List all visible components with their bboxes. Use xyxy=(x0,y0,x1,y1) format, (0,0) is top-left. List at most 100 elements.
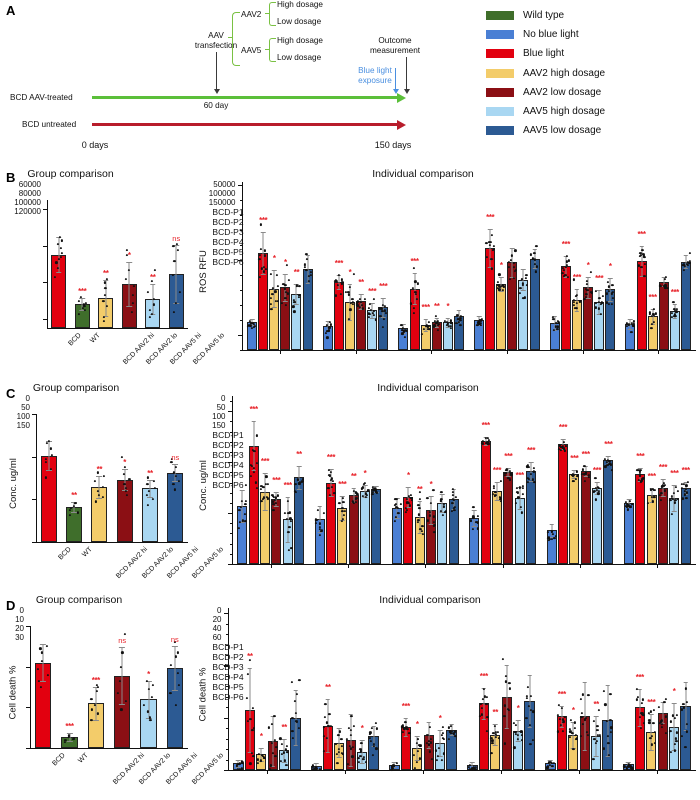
data-point xyxy=(675,307,678,311)
data-point xyxy=(327,486,330,489)
error-cap-bottom xyxy=(605,755,610,757)
data-point xyxy=(252,321,255,324)
data-point xyxy=(124,490,127,493)
data-point xyxy=(347,727,350,730)
chart-title: Individual comparison xyxy=(377,382,479,394)
y-tick xyxy=(43,318,47,320)
data-point xyxy=(671,315,674,318)
y-minor-tick xyxy=(229,523,232,525)
data-point xyxy=(373,745,376,748)
data-point xyxy=(123,466,126,469)
data-point xyxy=(271,752,274,755)
data-point xyxy=(649,737,652,740)
data-point xyxy=(279,760,283,763)
error-cap-bottom xyxy=(572,478,577,480)
data-point xyxy=(526,465,529,468)
error-cap-bottom xyxy=(40,680,47,682)
data-point xyxy=(675,714,678,717)
data-point xyxy=(340,738,343,741)
aav2-brace xyxy=(269,2,276,26)
data-point xyxy=(497,284,500,287)
error-bar xyxy=(549,760,551,767)
data-point xyxy=(53,276,56,279)
error-cap-bottom xyxy=(336,288,342,290)
data-point xyxy=(642,713,645,717)
data-point xyxy=(336,762,339,765)
data-point xyxy=(176,671,180,674)
data-point xyxy=(440,491,443,494)
data-point xyxy=(522,485,525,488)
data-point xyxy=(432,515,435,518)
significance-marker: * xyxy=(406,470,410,480)
data-point xyxy=(652,722,655,725)
data-point xyxy=(453,499,456,502)
data-point xyxy=(340,282,344,285)
data-point xyxy=(328,325,331,328)
error-cap-top xyxy=(71,501,77,503)
data-point xyxy=(629,504,632,508)
data-point xyxy=(337,748,340,751)
outcome-arrow-head xyxy=(403,89,410,94)
x-group-label: BCD-P1 xyxy=(212,207,244,217)
error-cap-top xyxy=(515,720,521,722)
data-point xyxy=(557,714,560,717)
legend-item-4: AAV2 low dosage xyxy=(486,83,605,102)
data-point xyxy=(597,307,600,310)
data-point xyxy=(148,688,151,691)
data-point xyxy=(501,658,504,661)
data-point xyxy=(631,324,634,327)
data-point xyxy=(332,480,335,483)
data-point xyxy=(569,718,572,722)
data-point xyxy=(593,737,596,740)
data-point xyxy=(44,457,48,460)
data-point xyxy=(639,469,643,472)
error-cap-top xyxy=(260,231,266,233)
error-bar xyxy=(414,272,416,305)
data-point xyxy=(56,266,59,270)
significance-marker: *** xyxy=(595,274,604,283)
bar xyxy=(580,471,591,564)
data-point xyxy=(589,271,593,274)
x-group-tick xyxy=(431,350,433,354)
data-point xyxy=(475,521,478,524)
legend-label: AAV2 low dosage xyxy=(523,86,602,98)
data-point xyxy=(473,768,476,771)
data-point xyxy=(412,753,415,757)
significance-marker: * xyxy=(571,705,575,715)
data-point xyxy=(447,325,450,328)
data-point xyxy=(304,268,308,272)
data-point xyxy=(558,444,562,447)
legend-label: Wild type xyxy=(523,10,565,22)
data-point xyxy=(369,308,373,311)
significance-marker: *** xyxy=(368,286,377,296)
error-cap-top xyxy=(102,279,109,281)
data-point xyxy=(498,495,501,499)
legend-label: AAV5 high dosage xyxy=(523,106,606,118)
significance-marker: ns xyxy=(118,636,127,646)
y-minor-tick xyxy=(225,665,228,667)
data-point xyxy=(676,490,679,493)
data-point xyxy=(78,312,81,315)
error-bar xyxy=(338,275,340,289)
data-point xyxy=(652,307,655,311)
data-point xyxy=(490,258,493,261)
error-bar xyxy=(595,716,597,756)
aav5-high-dosage-label: High dosage xyxy=(277,36,323,45)
data-point xyxy=(385,312,388,315)
data-point xyxy=(37,679,41,683)
data-point xyxy=(341,500,344,503)
error-cap-bottom xyxy=(412,304,417,306)
error-cap-top xyxy=(606,456,611,458)
error-cap-top xyxy=(456,310,462,312)
data-point xyxy=(643,256,646,259)
error-cap-bottom xyxy=(66,741,73,743)
data-point xyxy=(685,496,688,499)
y-tick-label: 100000 xyxy=(208,189,236,198)
midpoint-label: 60 day xyxy=(203,101,229,110)
error-cap-bottom xyxy=(549,536,554,538)
error-cap-bottom xyxy=(369,317,375,319)
data-point xyxy=(576,474,580,477)
data-point xyxy=(573,307,576,310)
data-point xyxy=(355,491,359,495)
data-point xyxy=(367,311,371,315)
